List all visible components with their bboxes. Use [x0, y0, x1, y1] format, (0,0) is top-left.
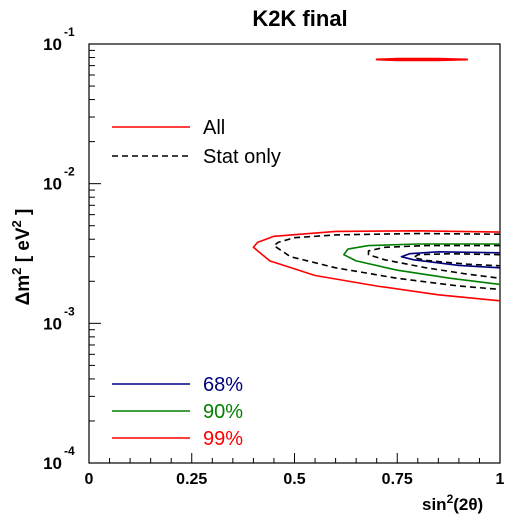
contour-all-99-6 — [375, 57, 469, 62]
x-tick-label: 0 — [85, 471, 94, 488]
contour-all-90-2 — [343, 243, 501, 286]
legend-bottom: 68% 90% 99% — [112, 374, 243, 450]
y-axis-title-units: [ eV — [13, 227, 34, 267]
y-tick-label: 10 — [43, 35, 62, 54]
y-tick-exponent: -2 — [64, 165, 75, 179]
chart-title: K2K final — [252, 6, 347, 31]
legend-label: All — [203, 117, 225, 139]
contour-stat-90-3 — [367, 244, 501, 280]
x-axis-title-text: sin — [422, 495, 447, 514]
x-axis-title-sup: 2 — [447, 492, 454, 506]
x-axis-title: sin2(2θ) — [422, 492, 483, 514]
legend-label: 99% — [203, 428, 243, 450]
y-tick-label: 10 — [43, 314, 62, 333]
y-axis-title: Δm2 [ eV2 ] — [9, 209, 34, 306]
contour-all-99-0 — [252, 230, 501, 302]
y-axis-title-close: ] — [13, 209, 34, 221]
y-axis-title-symbol: Δm — [13, 275, 34, 306]
x-tick-label: 1 — [496, 471, 505, 488]
contours — [252, 57, 501, 302]
y-tick-exponent: -1 — [64, 25, 75, 39]
legend-label: 90% — [203, 401, 243, 423]
y-tick-label: 10 — [43, 175, 62, 194]
y-axis-title-units-sup: 2 — [9, 220, 24, 227]
svg-text:Δm2 [ eV2 ]: Δm2 [ eV2 ] — [9, 209, 34, 306]
y-tick-label: 10 — [43, 454, 62, 473]
x-tick-label: 0.5 — [283, 471, 305, 488]
x-tick-label: 0.25 — [176, 471, 207, 488]
legend-label: Stat only — [203, 146, 281, 168]
x-axis: 0 0.25 0.5 0.75 1 — [85, 453, 505, 488]
y-axis-title-sup: 2 — [9, 268, 24, 275]
contour-stat-68-5 — [412, 252, 501, 267]
legend-top: All Stat only — [112, 117, 281, 168]
y-axis: 10-110-210-310-4 — [43, 25, 101, 473]
x-tick-label: 0.75 — [382, 471, 413, 488]
y-tick-exponent: -3 — [64, 304, 75, 318]
contour-all-68-4 — [400, 251, 501, 269]
contour-stat-99-1 — [273, 232, 501, 291]
legend-label: 68% — [203, 374, 243, 396]
x-axis-title-arg: (2θ) — [453, 495, 483, 514]
y-tick-exponent: -4 — [64, 444, 75, 458]
